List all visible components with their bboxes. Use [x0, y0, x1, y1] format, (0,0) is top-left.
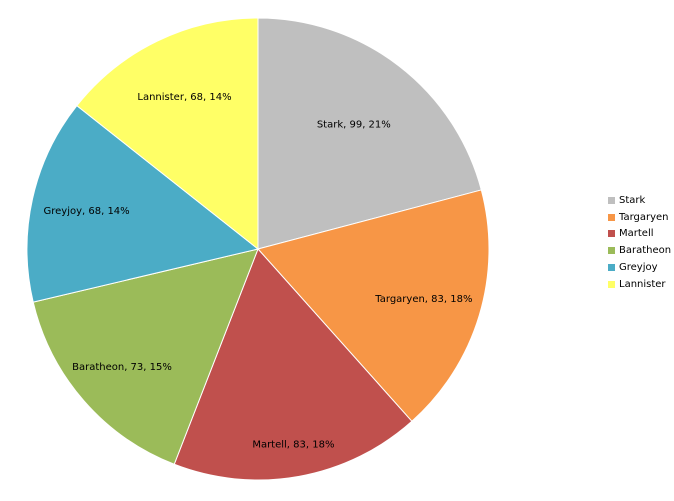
legend-swatch: [608, 196, 615, 204]
legend-label: Targaryen: [619, 211, 669, 223]
pie-slice-greyjoy: [26, 104, 260, 303]
legend-swatch: [608, 264, 615, 272]
legend-item-stark: Stark: [608, 192, 671, 209]
legend-item-martell: Martell: [608, 226, 671, 243]
legend-item-greyjoy: Greyjoy: [608, 259, 671, 276]
legend-swatch: [608, 247, 615, 255]
legend-label: Baratheon: [619, 245, 672, 257]
data-label-baratheon: Baratheon, 73, 15%: [72, 362, 172, 373]
slice-labels: Stark, 99, 21% Targaryen, 83, 18% Martell,…: [43, 92, 472, 450]
data-label-greyjoy: Greyjoy, 68, 14%: [43, 206, 129, 217]
legend-label: Lannister: [619, 278, 666, 290]
legend-item-baratheon: Baratheon: [608, 242, 671, 259]
pie-slice-martell: [173, 248, 413, 481]
pie-slice-lannister: [76, 17, 259, 251]
legend-item-targaryen: Targaryen: [608, 209, 671, 226]
legend-item-lannister: Lannister: [608, 276, 671, 293]
data-label-lannister: Lannister, 68, 14%: [137, 92, 231, 103]
legend-swatch: [608, 230, 615, 238]
legend-label: Stark: [619, 194, 646, 206]
legend: Stark Targaryen Martell Baratheon Greyjoy Lan…: [608, 192, 671, 293]
legend-label: Greyjoy: [619, 262, 658, 274]
legend-swatch: [608, 280, 615, 288]
pie-slice-baratheon: [32, 248, 259, 465]
data-label-targaryen: Targaryen, 83, 18%: [374, 294, 472, 305]
pie-slices: [26, 17, 490, 481]
legend-swatch: [608, 213, 615, 221]
pie-slice-stark: [257, 17, 482, 250]
data-label-martell: Martell, 83, 18%: [252, 440, 334, 451]
pie-slice-targaryen: [257, 189, 490, 422]
data-label-stark: Stark, 99, 21%: [317, 120, 391, 131]
legend-label: Martell: [619, 228, 654, 240]
